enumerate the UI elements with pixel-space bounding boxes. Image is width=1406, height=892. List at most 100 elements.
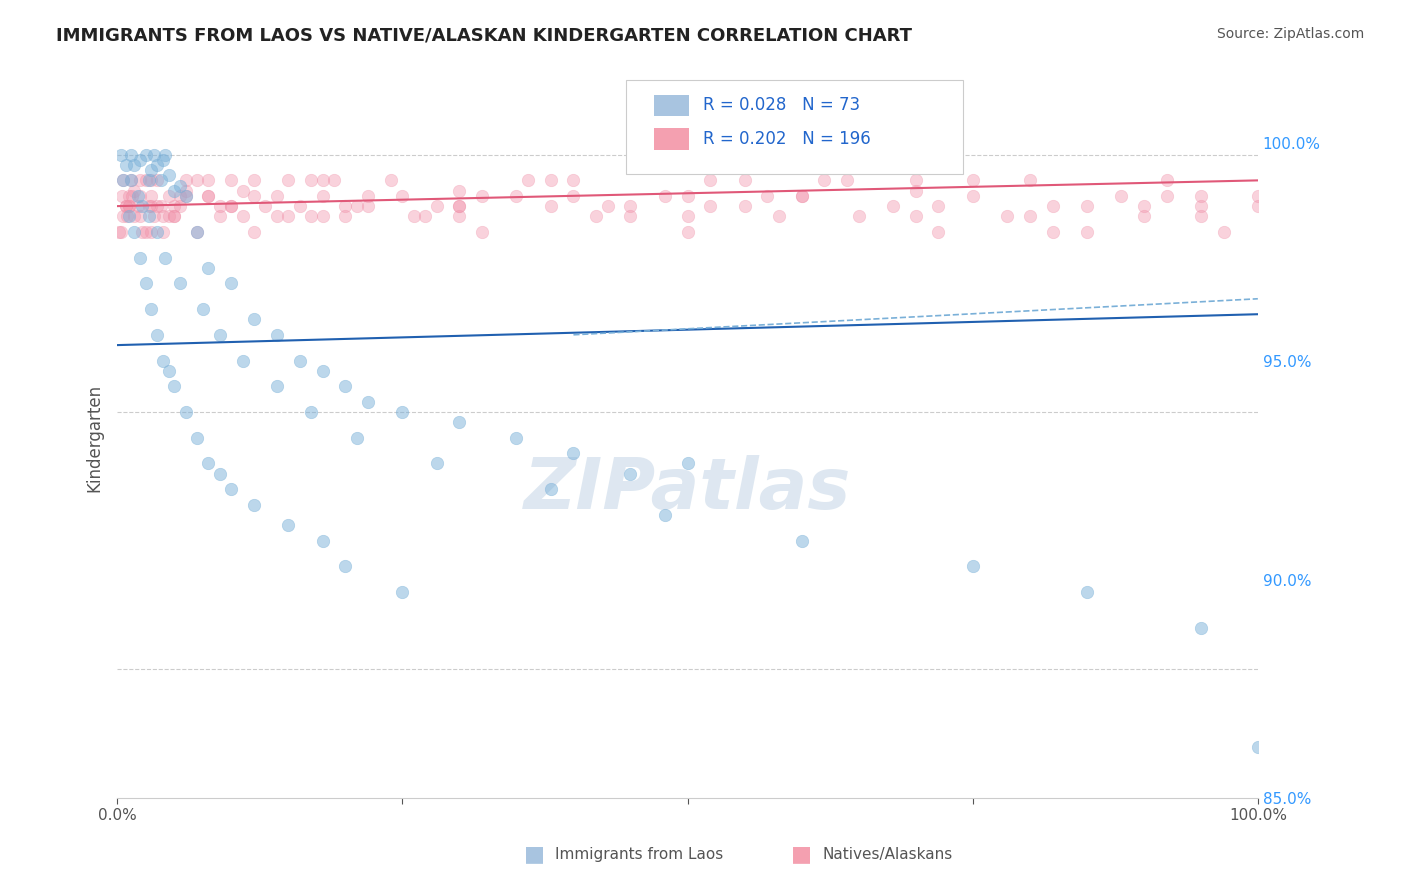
Text: ■: ■ (792, 845, 811, 864)
Point (197, 173, 219, 187)
Point (111, 173, 134, 187)
Point (120, 173, 142, 187)
Point (111, 173, 134, 187)
Point (904, 173, 927, 187)
Point (619, 199, 641, 213)
Point (1076, 199, 1098, 213)
Point (163, 210, 186, 224)
Point (124, 210, 146, 224)
Point (110, 147, 132, 161)
Point (449, 199, 471, 213)
Point (174, 184, 197, 198)
Point (141, 301, 163, 316)
Point (117, 199, 139, 213)
Point (208, 327, 231, 342)
Point (346, 199, 368, 213)
Point (654, 508, 676, 522)
Point (288, 353, 311, 368)
Point (141, 173, 163, 187)
Point (813, 173, 835, 187)
Point (380, 173, 402, 187)
Point (1018, 210, 1040, 224)
Point (157, 210, 180, 224)
Point (1076, 225, 1098, 239)
Point (676, 225, 699, 239)
Point (266, 327, 288, 342)
Point (1247, 739, 1270, 754)
Point (111, 210, 134, 224)
Point (927, 225, 949, 239)
Point (299, 173, 322, 187)
Point (790, 189, 813, 203)
Point (153, 251, 176, 265)
Point (135, 277, 157, 291)
Point (1189, 621, 1212, 635)
Point (152, 153, 174, 167)
Point (288, 199, 311, 213)
Point (426, 457, 449, 471)
Text: Source: ZipAtlas.com: Source: ZipAtlas.com (1216, 27, 1364, 41)
Point (131, 225, 153, 239)
Point (1156, 173, 1178, 187)
Point (186, 431, 208, 445)
Point (266, 379, 288, 393)
Point (449, 210, 471, 224)
Text: Natives/Alaskans: Natives/Alaskans (823, 847, 953, 862)
Point (471, 189, 494, 203)
Point (169, 277, 191, 291)
Point (562, 446, 585, 460)
Point (516, 173, 538, 187)
Text: ZIPatlas: ZIPatlas (524, 455, 851, 524)
Point (208, 210, 231, 224)
Point (129, 153, 152, 167)
Text: R = 0.202   N = 196: R = 0.202 N = 196 (703, 130, 870, 148)
Point (596, 199, 619, 213)
Point (111, 189, 134, 203)
Point (619, 467, 641, 481)
Point (540, 173, 562, 187)
Point (357, 199, 380, 213)
Point (734, 199, 756, 213)
Point (562, 189, 585, 203)
Point (153, 147, 176, 161)
Point (169, 178, 191, 193)
Point (186, 225, 208, 239)
Point (163, 210, 186, 224)
Point (152, 225, 174, 239)
Point (219, 277, 242, 291)
Point (311, 364, 333, 378)
Point (449, 415, 471, 429)
Point (505, 431, 527, 445)
Point (995, 210, 1018, 224)
Point (277, 210, 299, 224)
Point (619, 210, 641, 224)
Point (391, 405, 413, 419)
Point (141, 199, 163, 213)
Point (163, 184, 186, 198)
Point (232, 184, 254, 198)
Point (585, 210, 607, 224)
Point (142, 147, 165, 161)
Point (129, 251, 152, 265)
Point (157, 364, 180, 378)
Point (1109, 189, 1132, 203)
Point (277, 518, 299, 533)
Point (254, 199, 277, 213)
Point (121, 189, 143, 203)
Point (138, 173, 160, 187)
Point (117, 189, 139, 203)
Point (837, 173, 859, 187)
Point (115, 158, 138, 172)
Point (540, 199, 562, 213)
Point (426, 199, 449, 213)
Point (152, 210, 174, 224)
Point (219, 199, 242, 213)
Point (243, 189, 266, 203)
Point (146, 158, 169, 172)
Y-axis label: Kindergarten: Kindergarten (86, 384, 103, 491)
Point (149, 173, 172, 187)
Point (1189, 199, 1212, 213)
Point (243, 498, 266, 512)
Point (311, 173, 333, 187)
Point (734, 173, 756, 187)
